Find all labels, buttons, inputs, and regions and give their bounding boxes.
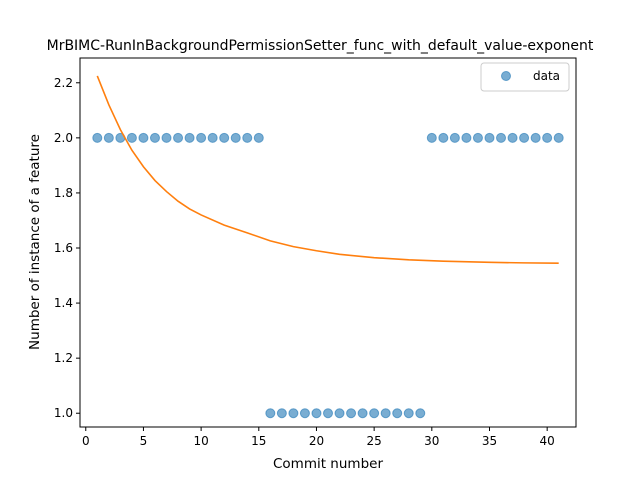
fit-line [96,75,559,264]
data-point [369,408,380,419]
legend-label-data: data [533,69,560,83]
data-point [323,408,333,419]
data-point [461,132,472,143]
data-point [276,408,287,419]
chart-title: MrBIMC-RunInBackgroundPermissionSetter_f… [47,38,594,54]
data-point [415,408,426,419]
data-point [230,132,241,143]
data-point [380,408,391,419]
y-tick-label: 1.8 [54,186,73,200]
data-point [553,132,564,143]
data-point [173,132,184,143]
data-point [357,408,368,419]
data-point [507,132,518,143]
data-point [530,132,541,143]
plot-frame [79,57,577,428]
y-tick-label: 1.0 [54,406,73,420]
axes: 0 5 10 15 20 25 30 35 40 1.0 1.2 1.4 1.6 1.8 2.0 2.2 [54,57,577,448]
data-point [126,132,137,143]
data-point [311,408,322,419]
data-point [299,408,310,419]
legend-box [480,62,570,92]
data-point [519,132,530,143]
y-tick-label: 2.2 [54,76,73,90]
y-tick-label: 1.6 [54,241,73,255]
data-point [472,132,483,143]
y-tick-label: 1.4 [54,296,73,310]
y-tick-label: 1.2 [54,351,73,365]
data-point [161,132,172,143]
data-point [184,132,195,143]
data-point [103,132,114,143]
data-point [92,132,103,143]
x-tick-label: 25 [366,434,381,448]
data-point [426,132,437,143]
data-point [449,132,460,143]
data-point [438,132,449,143]
x-tick-label: 40 [540,434,555,448]
data-point [196,132,207,143]
data-point [392,408,403,419]
data-point [542,132,553,143]
data-point [242,132,253,143]
x-tick-label: 5 [140,434,148,448]
data-point [403,408,414,419]
x-tick-label: 20 [309,434,324,448]
x-tick-label: 10 [193,434,208,448]
data-point [265,408,276,419]
x-tick-label: 35 [482,434,497,448]
plot-marks [92,75,564,419]
data-point [496,132,507,143]
y-tick-label: 2.0 [54,131,73,145]
x-axis-label: Commit number [273,456,383,472]
legend-marker-data [501,71,511,81]
data-point [207,132,218,143]
legend: data [480,62,570,92]
data-point [138,132,149,143]
data-point [334,408,345,419]
x-tick-label: 15 [251,434,266,448]
data-point [484,132,495,143]
x-tick-label: 0 [82,434,90,448]
data-point [149,132,160,143]
data-point [288,408,299,419]
x-tick-label: 30 [424,434,439,448]
y-axis-label: Number of instance of a feature [27,134,43,350]
data-point [253,132,264,143]
data-point [346,408,357,419]
data-point [219,132,230,143]
